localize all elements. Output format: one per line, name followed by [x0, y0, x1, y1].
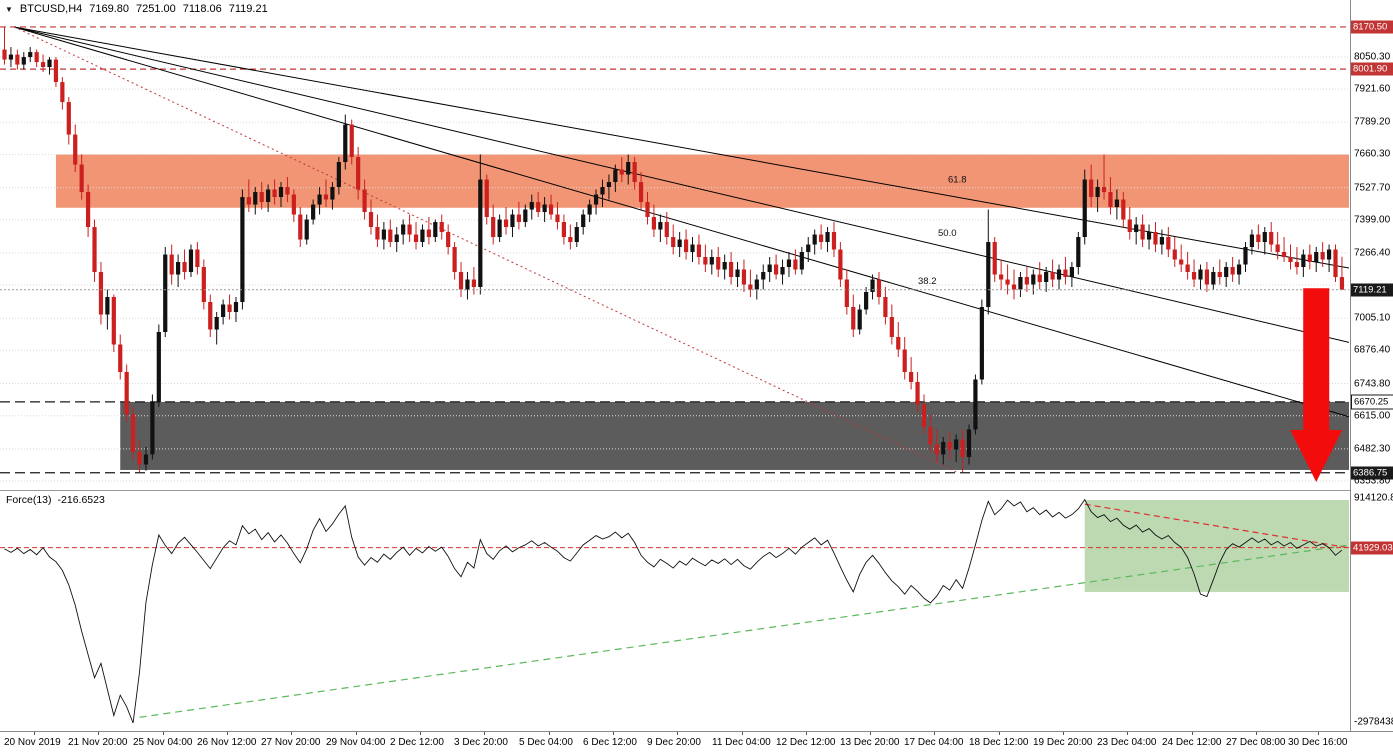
time-axis-label: 26 Nov 12:00 [197, 737, 257, 748]
force-green-box[interactable] [1084, 500, 1349, 592]
time-axis-tick [549, 732, 550, 735]
price-axis-label: 7660.30 [1354, 148, 1391, 160]
time-axis-tick [1256, 732, 1257, 735]
time-axis-label: 27 Nov 20:00 [261, 737, 321, 748]
time-axis-label: 3 Dec 20:00 [454, 737, 508, 748]
time-axis[interactable]: 20 Nov 2019 21 Nov 20:00 25 Nov 04:00 26 No… [0, 731, 1393, 752]
time-axis-label: 27 Dec 08:00 [1226, 737, 1286, 748]
indicator-name: Force(13) [6, 494, 52, 506]
price-axis-label: 6482.30 [1354, 443, 1391, 455]
time-axis-tick [291, 732, 292, 735]
legend-close: 7119.21 [228, 3, 268, 15]
zone-rectangles[interactable] [55, 154, 1349, 470]
horizontal-line-objects[interactable] [0, 26, 1349, 474]
fibonacci-fan[interactable]: 61.8 50.0 38.2 [13, 26, 1349, 473]
time-axis-tick [806, 732, 807, 735]
price-badge: 6670.25 [1351, 394, 1393, 410]
indicator-value: -216.6523 [57, 494, 105, 506]
time-axis-tick [934, 732, 935, 735]
force-red-trendline[interactable] [1084, 503, 1349, 549]
time-axis-tick [227, 732, 228, 735]
price-axis-label: 7266.40 [1354, 247, 1391, 259]
price-badge: 7119.21 [1351, 283, 1393, 297]
price-axis-label: 8050.30 [1354, 51, 1391, 63]
time-axis-label: 13 Dec 20:00 [840, 737, 900, 748]
price-axis-label: 7527.70 [1354, 182, 1391, 194]
time-axis-label: 11 Dec 04:00 [712, 737, 771, 748]
chart-dropdown-icon[interactable]: ▼ [5, 4, 13, 14]
time-axis-label: 9 Dec 20:00 [647, 737, 701, 748]
time-axis-label: 12 Dec 12:00 [776, 737, 836, 748]
price-axis-label: 6615.00 [1354, 410, 1391, 422]
time-axis-tick [999, 732, 1000, 735]
time-axis-label: 21 Nov 20:00 [68, 737, 128, 748]
time-axis-label: 23 Dec 04:00 [1097, 737, 1157, 748]
time-axis-tick [163, 732, 164, 735]
time-axis-tick [677, 732, 678, 735]
time-axis-label: 29 Nov 04:00 [326, 737, 386, 748]
indicator-scale-max: 914120.83 [1354, 492, 1393, 504]
time-axis-tick [613, 732, 614, 735]
time-axis-tick [420, 732, 421, 735]
force-green-trendline[interactable] [139, 544, 1349, 718]
price-axis-label: 7005.10 [1354, 312, 1391, 324]
time-axis-label: 20 Nov 2019 [4, 737, 61, 748]
price-axis-label: 7921.60 [1354, 83, 1391, 95]
time-axis-label: 25 Nov 04:00 [133, 737, 193, 748]
candlestick-series [2, 27, 1345, 472]
time-axis-tick [484, 732, 485, 735]
price-axis-label: 7789.20 [1354, 116, 1391, 128]
time-axis-label: 24 Dec 12:00 [1162, 737, 1222, 748]
time-axis-tick [1063, 732, 1064, 735]
chart-legend: ▼ BTCUSD,H4 7169.80 7251.00 7118.06 7119… [5, 3, 268, 15]
pane-divider[interactable] [0, 490, 1393, 491]
legend-symbol: BTCUSD,H4 [19, 3, 83, 15]
time-axis-label: 19 Dec 20:00 [1033, 737, 1093, 748]
legend-low: 7118.06 [182, 3, 222, 15]
price-badge: 6386.75 [1351, 466, 1393, 480]
price-badge: 8170.50 [1351, 20, 1393, 34]
time-axis-tick [1192, 732, 1193, 735]
time-axis-label: 6 Dec 12:00 [583, 737, 637, 748]
time-axis-label: 18 Dec 12:00 [969, 737, 1029, 748]
support-zone[interactable] [120, 401, 1349, 470]
resistance-zone[interactable] [55, 154, 1349, 208]
time-axis-tick [742, 732, 743, 735]
fib-fan-level-label: 61.8 [948, 175, 967, 186]
price-badge: 8001.90 [1351, 62, 1393, 76]
time-axis-label: 30 Dec 16:00 [1288, 737, 1348, 748]
time-axis-tick [1127, 732, 1128, 735]
time-axis-tick [356, 732, 357, 735]
legend-open: 7169.80 [89, 3, 130, 15]
indicator-legend: Force(13) -216.6523 [6, 494, 105, 506]
fib-fan-level-label: 50.0 [938, 228, 957, 239]
force-indicator-line [4, 498, 1343, 724]
time-axis-label: 5 Dec 04:00 [519, 737, 573, 748]
force-indicator-chart[interactable] [0, 491, 1349, 731]
time-axis-tick [870, 732, 871, 735]
price-axis-label: 6743.80 [1354, 378, 1391, 390]
main-price-chart[interactable]: 61.8 50.0 38.2 [0, 0, 1349, 490]
time-axis-label: 2 Dec 12:00 [390, 737, 444, 748]
price-axis-label: 7399.00 [1354, 214, 1391, 226]
indicator-current-badge: 41929.03 [1351, 541, 1393, 555]
price-axis-label: 6876.40 [1354, 344, 1391, 356]
down-arrow-annotation[interactable] [1290, 288, 1343, 482]
price-axis-label: 6353.80 [1354, 475, 1391, 487]
legend-high: 7251.00 [136, 3, 176, 15]
time-axis-tick [34, 732, 35, 735]
time-axis-tick [98, 732, 99, 735]
fib-fan-level-label: 38.2 [918, 276, 937, 287]
time-axis-label: 17 Dec 04:00 [904, 737, 964, 748]
time-axis-tick [1318, 732, 1319, 735]
